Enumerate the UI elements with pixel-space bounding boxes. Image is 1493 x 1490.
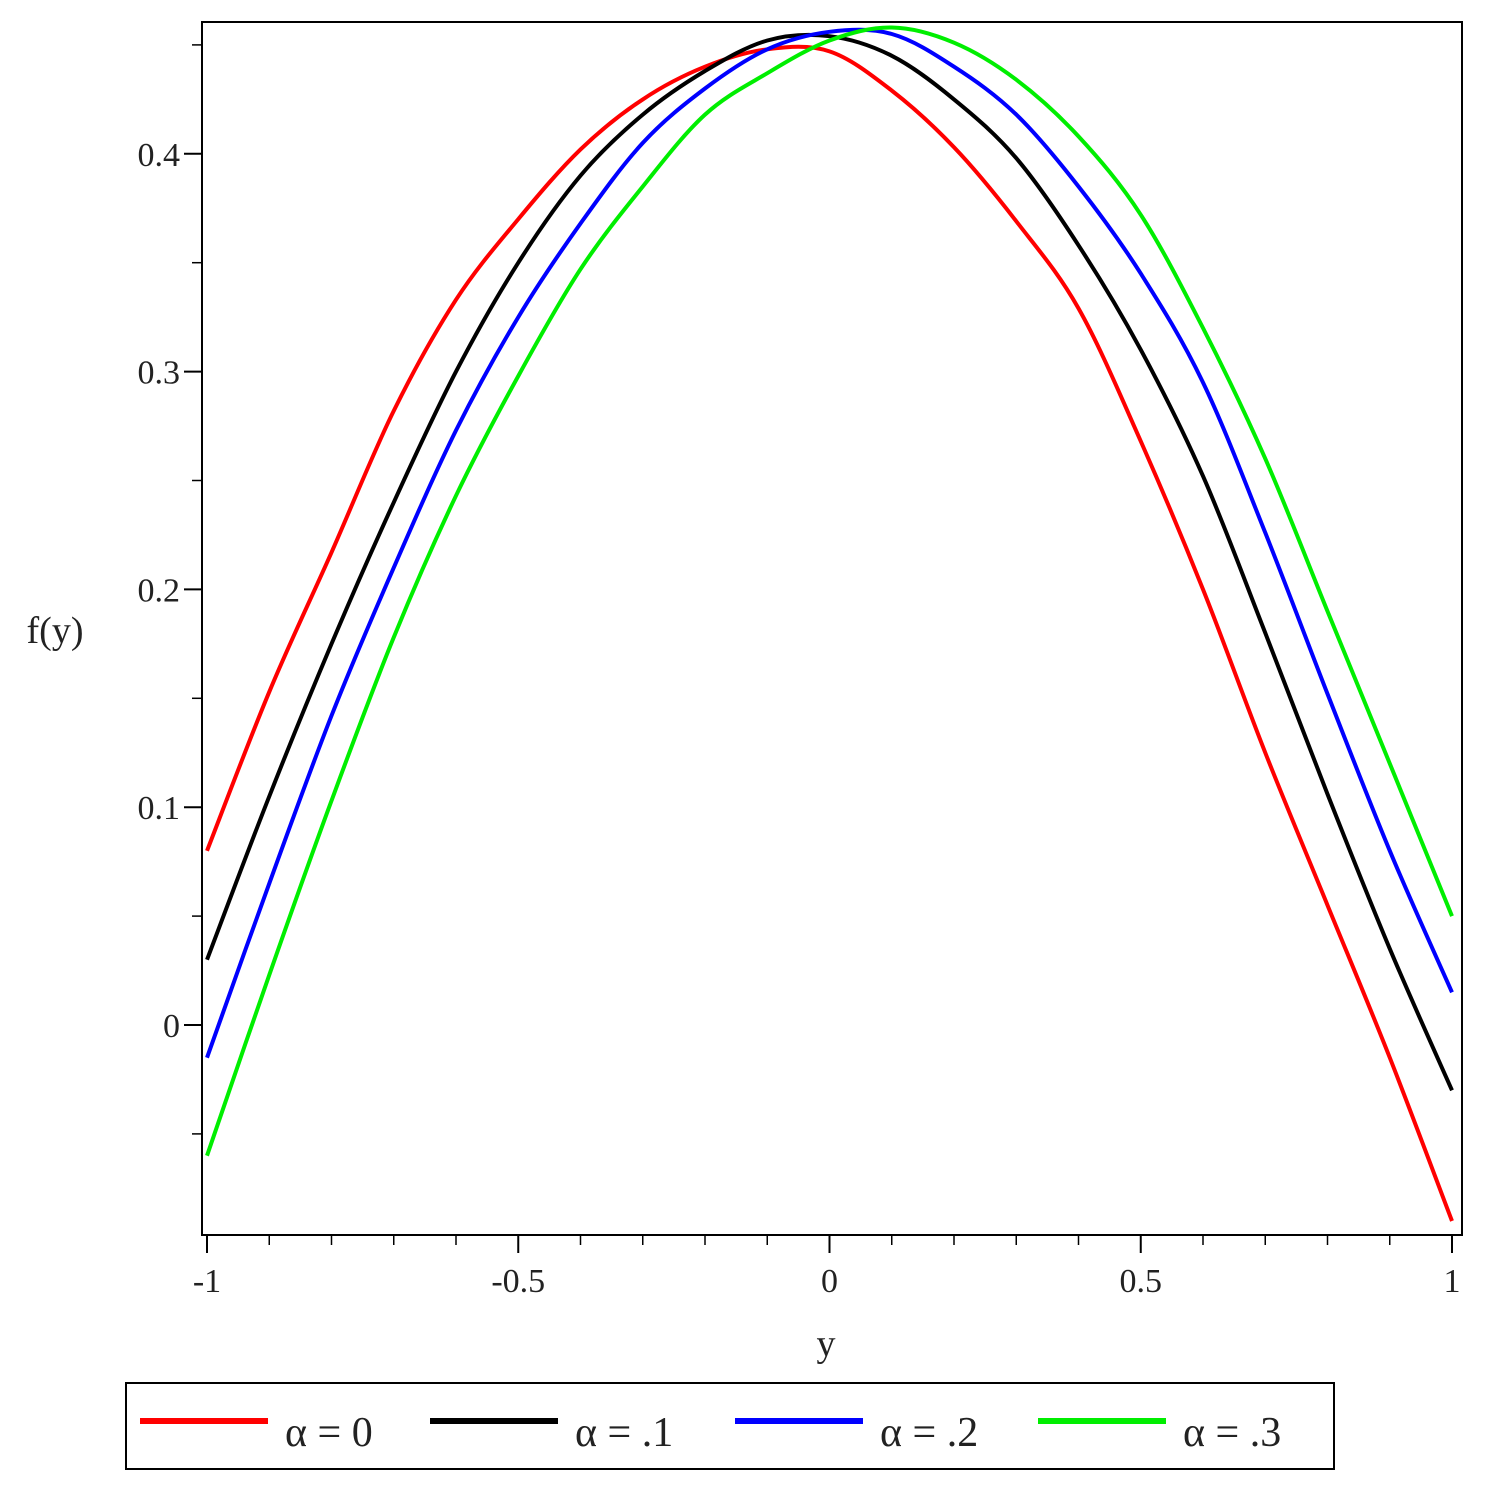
- series-line-0: [205, 44, 1454, 1222]
- x-tick-label: 0: [821, 1263, 838, 1300]
- axis-ticks: [184, 44, 1453, 1253]
- legend-label-2: α = .2: [880, 1410, 978, 1456]
- x-tick-label: -0.5: [491, 1263, 545, 1300]
- legend: α = 0 α = .1 α = .2 α = .3: [140, 1410, 1281, 1456]
- legend-label-0: α = 0: [285, 1410, 373, 1456]
- y-tick-label: 0.1: [138, 790, 181, 827]
- series-line-3: [205, 25, 1454, 1157]
- plot-frame: [201, 21, 1463, 1236]
- y-tick-label: 0.2: [138, 572, 181, 609]
- series-lines: [205, 25, 1454, 1222]
- x-tick-label: 0.5: [1120, 1263, 1163, 1300]
- x-tick-label: 1: [1444, 1263, 1461, 1300]
- series-line-2: [205, 27, 1454, 1059]
- legend-label-3: α = .3: [1183, 1410, 1281, 1456]
- y-axis-label: f(y): [27, 610, 84, 652]
- legend-box: [125, 1382, 1335, 1470]
- x-tick-label: -1: [193, 1263, 221, 1300]
- x-axis-label: y: [817, 1323, 836, 1365]
- legend-label-1: α = .1: [575, 1410, 673, 1456]
- tick-labels: -1 -0.5 0 0.5 1 0 0.1 0.2 0.3 0.4: [138, 137, 1461, 1300]
- series-line-1: [205, 32, 1454, 1092]
- y-tick-label: 0.4: [138, 137, 181, 174]
- y-tick-label: 0.3: [138, 355, 181, 392]
- y-tick-label: 0: [163, 1008, 180, 1045]
